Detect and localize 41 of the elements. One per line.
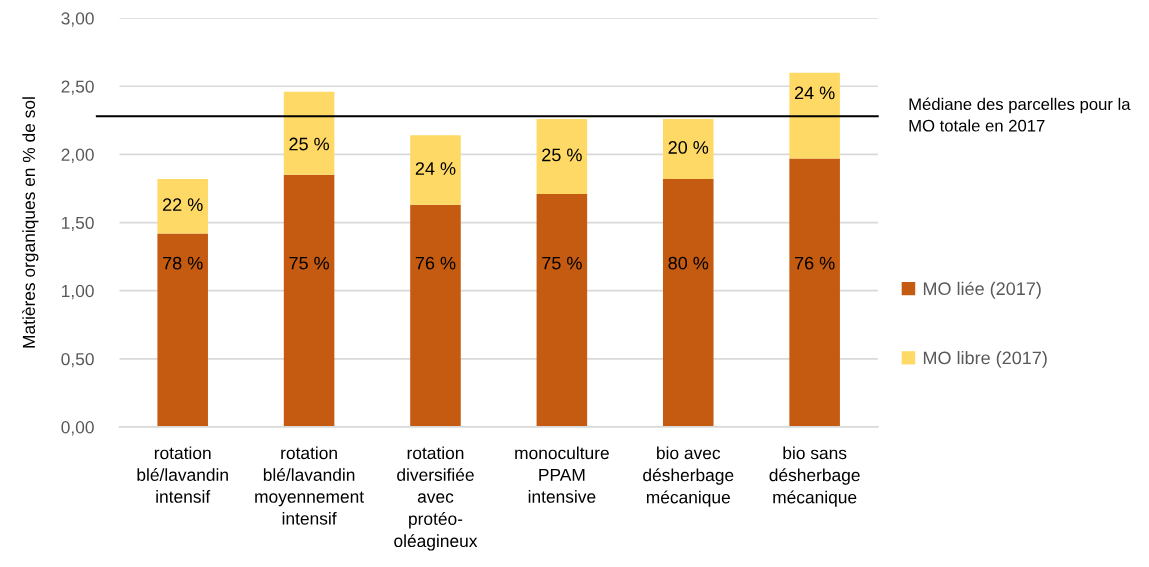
y-tick-label: 2,00 (61, 148, 94, 163)
y-tick-label: 3,00 (61, 12, 94, 27)
annotation: 78 % (163, 256, 203, 270)
annotation: 75 % (289, 256, 330, 270)
y-tick-label: 2,50 (61, 80, 94, 95)
annotation: 76 % (415, 256, 456, 270)
y-axis-title: Matières organiques en % de sol (22, 97, 39, 348)
annotation: 24 % (794, 86, 835, 100)
bar (662, 118, 714, 179)
x-tick-label: rotation blé/lavandin intensif (137, 446, 228, 503)
bar (283, 174, 335, 427)
bar (157, 233, 208, 427)
y-tick-label: 0,00 (61, 421, 94, 436)
annotation: 22 % (163, 198, 203, 211)
x-tick-label: bio sans désherbage mécanique (769, 446, 860, 507)
annotation: 80 % (668, 256, 709, 270)
x-tick-label: rotation blé/lavandin moyennement intensif (255, 446, 364, 525)
bar (789, 72, 840, 159)
y-tick-label: 1,50 (62, 216, 94, 232)
annotation: 20 % (668, 141, 709, 154)
annotation: 25 % (542, 148, 582, 162)
annotation: 24 % (415, 162, 456, 175)
ref-line-label: Médiane des parcelles pour la MO totale en 2017 (909, 97, 1131, 132)
bar (789, 158, 840, 427)
bar (536, 193, 588, 427)
bar (662, 178, 714, 427)
annotation: 75 % (542, 256, 582, 270)
x-tick-label: bio avec désherbage mécanique (643, 446, 734, 507)
legend-label: MO liée (2017) (923, 281, 1041, 299)
annotation: 76 % (794, 256, 835, 270)
annotation: 25 % (289, 137, 330, 151)
x-tick-label: monoculture PPAM intensive (515, 446, 609, 503)
x-tick-label: rotation diversifiée avec protéo- oléagineux (394, 446, 478, 551)
bar (283, 91, 335, 175)
bar (157, 178, 208, 234)
bar (536, 118, 588, 194)
y-tick-label: 1,00 (62, 284, 94, 300)
bar (410, 135, 461, 205)
y-tick-label: 0,50 (61, 352, 94, 368)
bar (410, 204, 461, 427)
legend-label: MO libre (2017) (923, 351, 1047, 368)
